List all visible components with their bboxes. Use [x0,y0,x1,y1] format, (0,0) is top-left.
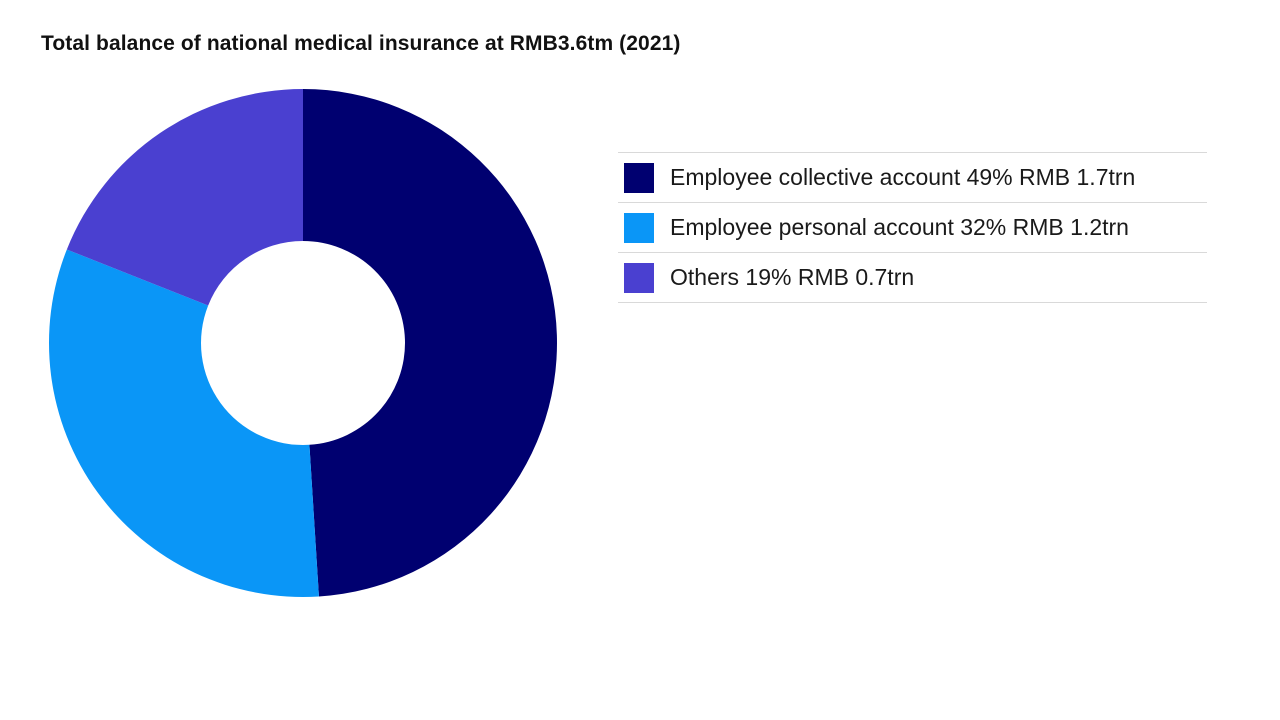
slice-employee-personal [49,249,319,598]
legend-item-employee-personal: Employee personal account 32% RMB 1.2trn [618,203,1207,253]
legend-swatch [624,262,654,293]
legend-swatch [624,212,654,243]
slice-employee-collective [303,89,557,597]
legend-item-others: Others 19% RMB 0.7trn [618,253,1207,303]
slice-others [66,89,304,306]
legend-label: Others 19% RMB 0.7trn [670,264,915,290]
legend-item-employee-collective: Employee collective account 49% RMB 1.7t… [618,153,1207,203]
legend-swatch [624,162,654,193]
chart-legend: Employee collective account 49% RMB 1.7t… [618,152,1207,303]
donut-chart [49,89,557,598]
legend-label: Employee personal account 32% RMB 1.2trn [670,214,1129,240]
legend-label: Employee collective account 49% RMB 1.7t… [670,164,1136,190]
chart-title: Total balance of national medical insura… [41,32,681,55]
